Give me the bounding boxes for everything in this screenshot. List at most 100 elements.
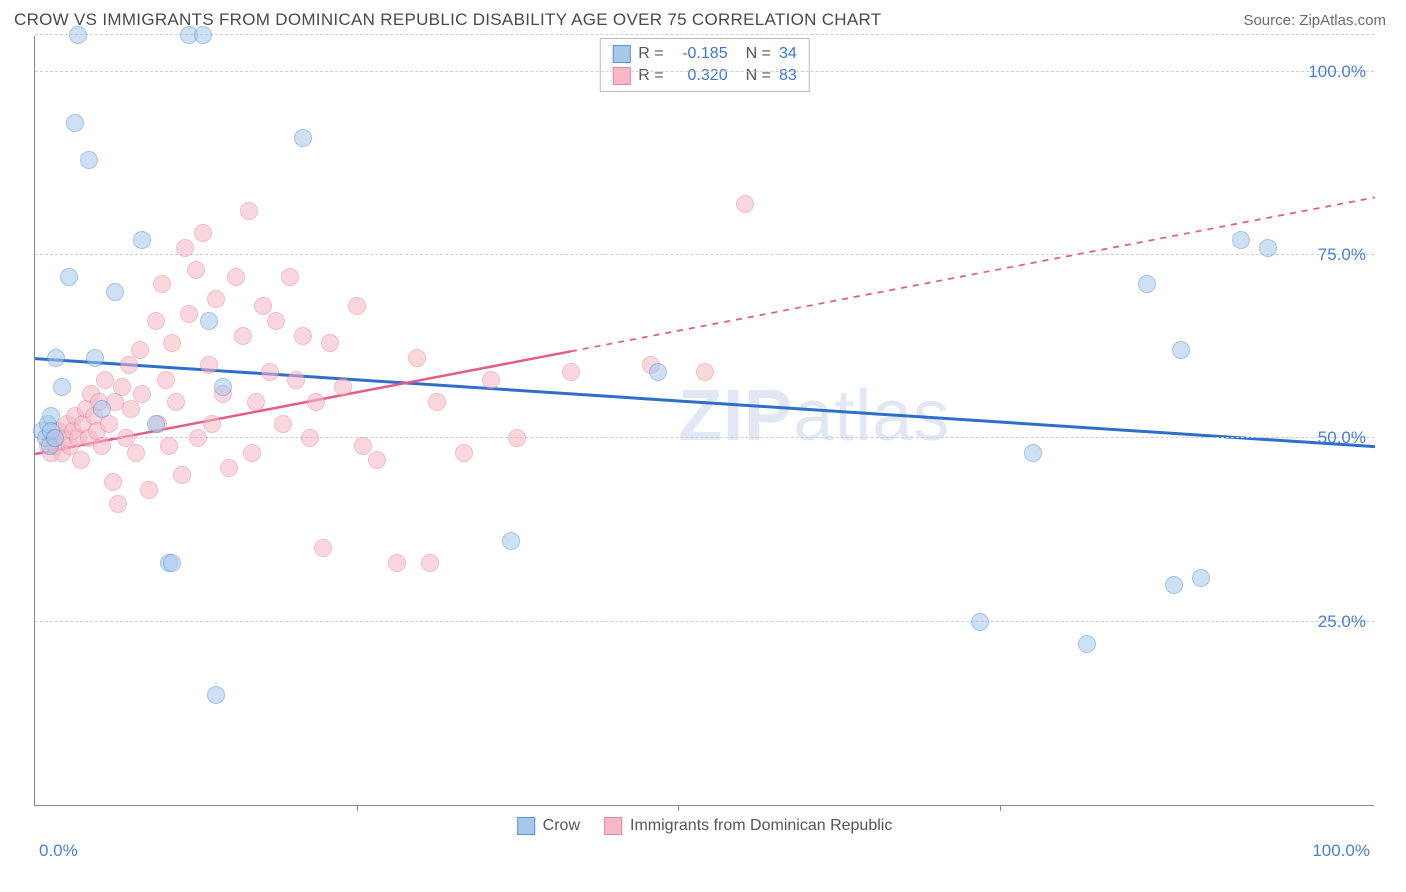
point-dominican xyxy=(227,268,245,286)
point-dominican xyxy=(368,451,386,469)
point-dominican xyxy=(109,495,127,513)
point-dominican xyxy=(696,363,714,381)
point-crow xyxy=(53,378,71,396)
legend-series: Crow Immigrants from Dominican Republic xyxy=(517,817,893,835)
point-dominican xyxy=(294,327,312,345)
point-crow xyxy=(66,114,84,132)
gridline-h xyxy=(35,71,1374,72)
point-crow xyxy=(163,554,181,572)
x-tick-mark xyxy=(1000,805,1001,811)
point-dominican xyxy=(334,378,352,396)
x-tick-mark xyxy=(357,805,358,811)
point-dominican xyxy=(562,363,580,381)
source-attribution: Source: ZipAtlas.com xyxy=(1243,12,1386,29)
y-tick-label: 75.0% xyxy=(1318,245,1366,265)
point-dominican xyxy=(243,444,261,462)
legend-label-crow: Crow xyxy=(543,817,580,835)
point-dominican xyxy=(163,334,181,352)
point-dominican xyxy=(157,371,175,389)
point-crow xyxy=(1192,569,1210,587)
point-dominican xyxy=(122,400,140,418)
point-dominican xyxy=(281,268,299,286)
point-dominican xyxy=(187,261,205,279)
point-dominican xyxy=(72,451,90,469)
y-tick-label: 100.0% xyxy=(1308,62,1366,82)
y-tick-label: 25.0% xyxy=(1318,612,1366,632)
point-dominican xyxy=(93,437,111,455)
point-dominican xyxy=(140,481,158,499)
point-dominican xyxy=(153,275,171,293)
point-dominican xyxy=(240,202,258,220)
point-crow xyxy=(200,312,218,330)
point-crow xyxy=(47,349,65,367)
point-dominican xyxy=(314,539,332,557)
r-value-crow: -0.185 xyxy=(672,45,728,63)
point-dominican xyxy=(173,466,191,484)
y-tick-label: 50.0% xyxy=(1318,428,1366,448)
point-crow xyxy=(1024,444,1042,462)
point-crow xyxy=(214,378,232,396)
point-dominican xyxy=(180,305,198,323)
point-crow xyxy=(93,400,111,418)
point-dominican xyxy=(428,393,446,411)
legend-stats-row-dominican: R = 0.320 N = 83 xyxy=(612,65,796,87)
point-dominican xyxy=(307,393,325,411)
scatter-plot: ZIPatlas R = -0.185 N = 34 R = 0.320 N =… xyxy=(34,36,1374,806)
point-crow xyxy=(46,429,64,447)
x-tick-label: 100.0% xyxy=(1312,841,1370,861)
point-dominican xyxy=(120,356,138,374)
point-crow xyxy=(60,268,78,286)
swatch-dominican xyxy=(604,817,622,835)
r-label: R = xyxy=(638,45,663,63)
point-dominican xyxy=(194,224,212,242)
chart-title: CROW VS IMMIGRANTS FROM DOMINICAN REPUBL… xyxy=(14,10,881,30)
point-dominican xyxy=(301,429,319,447)
point-dominican xyxy=(482,371,500,389)
gridline-h xyxy=(35,437,1374,438)
legend-stats: R = -0.185 N = 34 R = 0.320 N = 83 xyxy=(599,38,809,92)
point-dominican xyxy=(133,385,151,403)
point-dominican xyxy=(131,341,149,359)
point-dominican xyxy=(348,297,366,315)
point-crow xyxy=(1232,231,1250,249)
gridline-h xyxy=(35,34,1374,35)
point-dominican xyxy=(408,349,426,367)
point-dominican xyxy=(96,371,114,389)
point-dominican xyxy=(261,363,279,381)
point-dominican xyxy=(203,415,221,433)
point-dominican xyxy=(247,393,265,411)
point-dominican xyxy=(421,554,439,572)
gridline-h xyxy=(35,254,1374,255)
point-dominican xyxy=(200,356,218,374)
point-crow xyxy=(971,613,989,631)
point-crow xyxy=(1165,576,1183,594)
trend-lines xyxy=(35,36,1375,806)
point-crow xyxy=(649,363,667,381)
point-dominican xyxy=(267,312,285,330)
n-label: N = xyxy=(746,45,771,63)
point-crow xyxy=(86,349,104,367)
point-crow xyxy=(1259,239,1277,257)
point-dominican xyxy=(736,195,754,213)
point-dominican xyxy=(254,297,272,315)
point-dominican xyxy=(176,239,194,257)
point-dominican xyxy=(220,459,238,477)
point-crow xyxy=(147,415,165,433)
legend-label-dominican: Immigrants from Dominican Republic xyxy=(630,817,892,835)
point-crow xyxy=(194,26,212,44)
point-dominican xyxy=(127,444,145,462)
gridline-h xyxy=(35,621,1374,622)
x-tick-mark xyxy=(678,805,679,811)
point-crow xyxy=(207,686,225,704)
point-crow xyxy=(133,231,151,249)
point-dominican xyxy=(274,415,292,433)
point-dominican xyxy=(455,444,473,462)
legend-item-dominican: Immigrants from Dominican Republic xyxy=(604,817,892,835)
point-dominican xyxy=(321,334,339,352)
point-crow xyxy=(502,532,520,550)
point-dominican xyxy=(104,473,122,491)
point-dominican xyxy=(189,429,207,447)
swatch-crow xyxy=(517,817,535,835)
swatch-crow xyxy=(612,45,630,63)
point-dominican xyxy=(388,554,406,572)
